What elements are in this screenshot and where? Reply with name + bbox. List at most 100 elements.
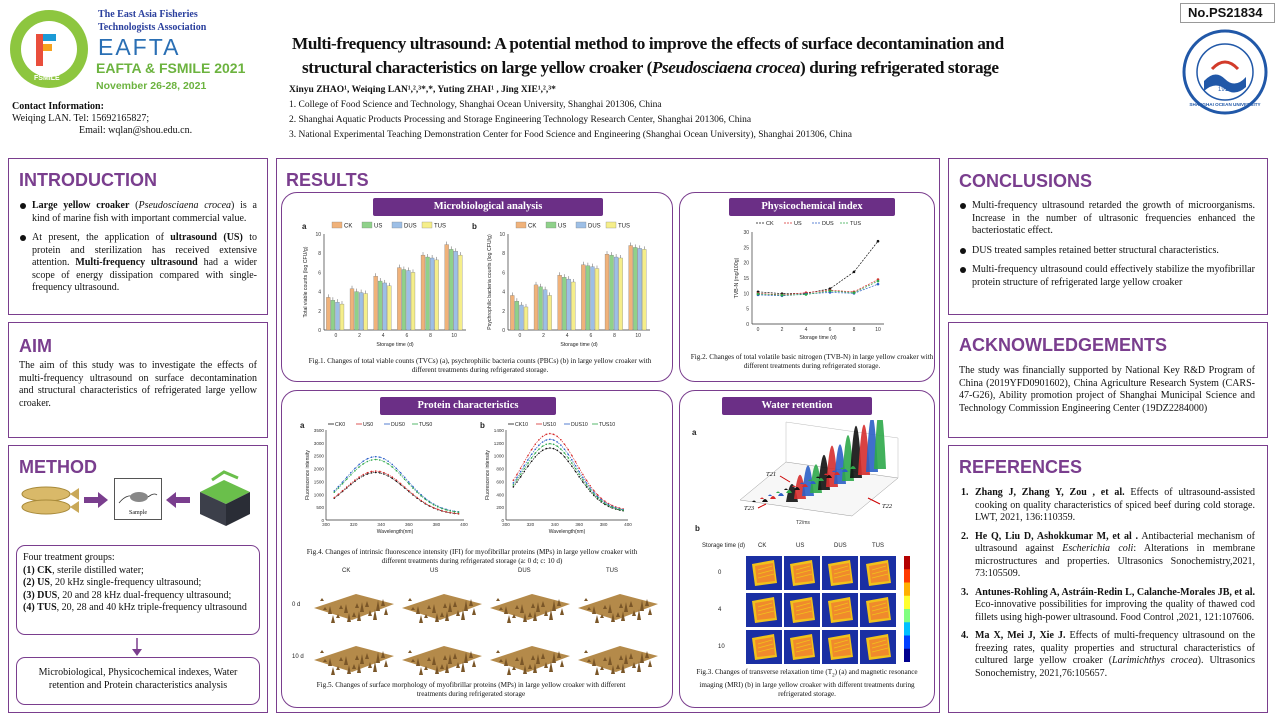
mri-col-ck: CK [758, 543, 767, 549]
x-axis-label: T2/ms [796, 520, 810, 526]
afm-surface [578, 594, 658, 620]
mri-core [869, 637, 889, 657]
afm-col-ck: CK [342, 568, 351, 574]
x-tick-label: 10 [635, 333, 641, 339]
afm-peak [621, 663, 625, 673]
afm-peak [435, 665, 439, 674]
data-point-dus10 [589, 487, 591, 489]
t21-peak [834, 472, 840, 475]
fig1-panel-b: b [472, 222, 477, 231]
data-point-us10 [607, 502, 610, 505]
afm-peak [365, 601, 369, 607]
data-point-us0 [428, 504, 431, 507]
afm-peak [328, 658, 332, 666]
y-tick-label: 0 [502, 328, 505, 334]
data-point-tus0 [432, 503, 435, 506]
data-point-dus0 [383, 457, 385, 460]
data-point-us10 [516, 473, 518, 476]
colorbar-segment [904, 569, 910, 583]
data-point-us0 [424, 502, 427, 505]
data-point-tus10 [519, 473, 522, 476]
colorbar-segment [904, 609, 910, 623]
bar-ck [510, 295, 515, 331]
mri-row-label: 10 [718, 644, 725, 650]
mri-texture [833, 602, 851, 616]
legend-swatch-us [545, 221, 557, 229]
afm-peak [515, 605, 519, 609]
bar-dus [613, 256, 619, 331]
bar-tus [618, 257, 623, 331]
afm-peak [461, 609, 465, 620]
data-point-us0 [333, 496, 336, 499]
afm-images: CK US DUS TUS 0 d 10 d [290, 568, 670, 680]
data-point-ck [876, 239, 880, 243]
data-point-ck0 [383, 473, 385, 475]
data-point-tus [876, 279, 880, 283]
legend-label-us10: US10 [543, 422, 556, 428]
bar-ck [420, 254, 426, 331]
afm-peak [507, 667, 511, 675]
data-point-tus0 [449, 510, 451, 512]
data-point-tus0 [341, 482, 344, 485]
afm-surface [314, 594, 394, 620]
data-point-tus0 [436, 506, 439, 508]
bar-dus [542, 289, 548, 331]
afm-peak [453, 653, 457, 659]
colorbar-segment [904, 635, 910, 649]
conclusion-3: Multi-frequency ultrasound could effecti… [959, 264, 1255, 289]
mri-core [793, 637, 813, 657]
data-point-tus10 [538, 448, 540, 450]
mri-grid: Storage time (d) CK US DUS TUS 0 4 10 [700, 540, 930, 666]
afm-peak [648, 608, 652, 615]
afm-peak [352, 612, 356, 617]
afm-peak [528, 612, 532, 617]
references-title: REFERENCES [959, 457, 1083, 477]
mri-image-us-0 [784, 556, 820, 590]
aim-text: The aim of this study was to investigate… [19, 360, 257, 409]
legend-label-us: US [374, 224, 382, 230]
data-point-tus10 [534, 452, 537, 454]
data-point-dus10 [512, 482, 515, 484]
afm-peak [541, 601, 545, 607]
t21-peak [794, 487, 800, 490]
y-tick-label: 6 [502, 270, 505, 276]
afm-peak [552, 600, 556, 611]
y-tick-label: 400 [496, 492, 504, 497]
data-point-dus10 [582, 476, 584, 479]
data-point-tus0 [428, 501, 431, 504]
afm-peak [472, 608, 476, 615]
mri-texture [871, 639, 889, 653]
y-tick-label: 30 [743, 230, 749, 236]
university-logo: 1912 SHANGHAI OCEAN UNIVERSITY [1182, 29, 1268, 115]
data-point-ck0 [366, 473, 369, 475]
afm-peak [360, 602, 364, 612]
y-tick-label: 500 [316, 505, 324, 510]
afm-peak [533, 611, 537, 621]
afm-row-label: 10 d [292, 654, 304, 660]
mri-core [831, 563, 851, 583]
data-point-ck0 [395, 480, 398, 483]
y-tick-label: 8 [318, 251, 321, 257]
data-point-tus0 [395, 469, 398, 472]
data-point-us10 [545, 433, 548, 436]
data-point-ck0 [387, 475, 389, 477]
bar-us [633, 247, 638, 331]
t21-label: T21 [766, 471, 776, 478]
data-point-us0 [387, 473, 389, 476]
afm-image-dus-0 [490, 594, 570, 623]
conclusion-2: DUS treated samples retained better stru… [959, 245, 1255, 258]
data-point-ck10 [523, 470, 526, 473]
affiliation-1: 1. College of Food Science and Technolog… [289, 100, 662, 110]
data-point-dus0 [387, 460, 389, 462]
y-tick-label: 0 [318, 328, 321, 334]
arrow-t21 [779, 475, 791, 483]
y-tick-label: 10 [743, 291, 749, 297]
mri-core [755, 600, 775, 620]
data-point-tus10 [541, 445, 544, 447]
bar-dus [590, 266, 595, 331]
data-point-ck0 [379, 472, 381, 474]
afm-image-us-1 [402, 646, 482, 675]
y-tick-label: 3000 [314, 441, 325, 446]
data-point-tus0 [399, 474, 402, 476]
y-axis-label: Psychrophilic bacteria counts (log CFU/g… [487, 234, 493, 330]
